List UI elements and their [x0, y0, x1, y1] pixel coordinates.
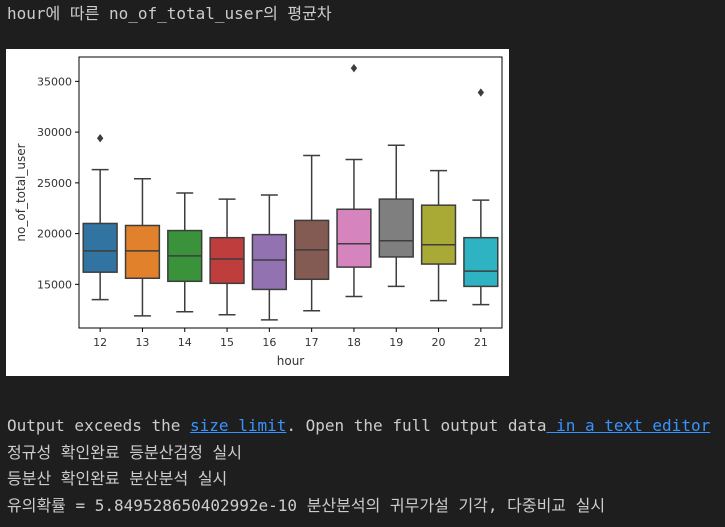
- output-truncation-message: Output exceeds the size limit. Open the …: [7, 416, 710, 436]
- plot-frame: [78, 56, 503, 329]
- boxplot-svg: 15000 20000 25000 30000 35000 12 13 14 15 16 17 18 1…: [14, 56, 503, 368]
- output-message-prefix: Output exceeds the: [7, 416, 191, 435]
- log-line-equal-variance: 등분산 확인완료 분산분석 실시: [7, 469, 228, 488]
- boxplot-chart: 15000 20000 25000 30000 35000 12 13 14 15 16 17 18 1…: [6, 49, 509, 380]
- outlier-marker-18-0: [350, 64, 358, 73]
- x-tick-label-20: 20: [432, 336, 446, 349]
- cell-output-title: hour에 따른 no_of_total_user의 평균차: [7, 4, 332, 23]
- log-line-normality: 정규성 확인완료 등분산검정 실시: [7, 443, 242, 462]
- y-tick-label-15000: 15000: [37, 278, 72, 291]
- box-21: [463, 236, 499, 288]
- box-15: [209, 236, 245, 285]
- log-line-anova-result: 유의확률 = 5.849528650402992e-10 분산분석의 귀무가설 …: [7, 496, 606, 515]
- y-axis-label: no_of_total_user: [14, 143, 28, 241]
- box-12: [82, 222, 118, 273]
- outlier-marker-12-0: [96, 134, 104, 143]
- size-limit-link[interactable]: size limit: [190, 416, 287, 435]
- x-tick-label-19: 19: [389, 336, 403, 349]
- y-tick-label-35000: 35000: [37, 75, 72, 88]
- x-tick-label-12: 12: [93, 336, 107, 349]
- text-editor-link[interactable]: in a text editor: [546, 416, 711, 435]
- x-tick-label-16: 16: [262, 336, 276, 349]
- x-axis-label: hour: [277, 354, 305, 368]
- output-message-middle: . Open the full output data: [286, 416, 547, 435]
- x-tick-label-18: 18: [347, 336, 361, 349]
- x-tick-label-21: 21: [474, 336, 488, 349]
- box-20: [420, 204, 457, 265]
- x-tick-label-15: 15: [220, 336, 234, 349]
- box-16: [251, 233, 288, 291]
- box-19: [378, 198, 414, 258]
- outlier-marker-21-0: [477, 88, 485, 97]
- x-tick-label-14: 14: [178, 336, 192, 349]
- box-13: [124, 224, 161, 280]
- y-tick-label-30000: 30000: [37, 126, 72, 139]
- y-tick-label-20000: 20000: [37, 228, 72, 241]
- x-tick-label-13: 13: [135, 336, 149, 349]
- y-tick-label-25000: 25000: [37, 177, 72, 190]
- chart-figure: 15000 20000 25000 30000 35000 12 13 14 15 16 17 18 1…: [6, 49, 509, 376]
- box-18: [336, 208, 372, 268]
- x-tick-label-17: 17: [305, 336, 319, 349]
